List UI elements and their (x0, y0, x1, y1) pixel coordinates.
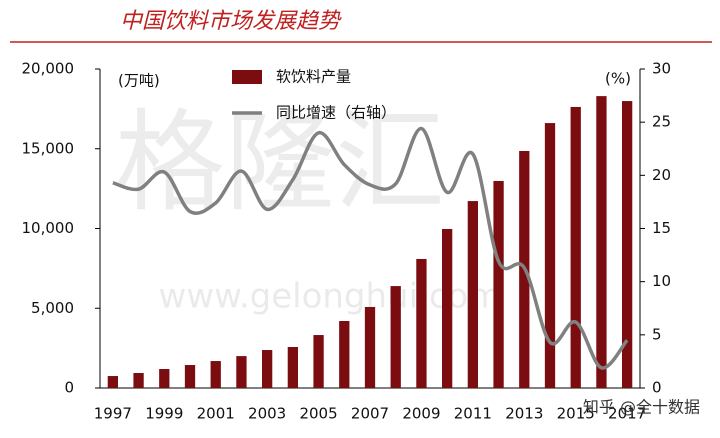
bar (133, 373, 144, 388)
y2-tick-label: 20 (652, 166, 671, 184)
y2-tick-label: 10 (652, 272, 671, 290)
line (112, 126, 629, 370)
y2-tick-label: 0 (652, 379, 662, 397)
bar (210, 361, 221, 388)
bar (262, 350, 273, 388)
bar (159, 369, 170, 388)
x-tick-label: 2015 (557, 405, 595, 423)
y2-tick-label: 15 (652, 219, 671, 237)
y2-tick-label: 25 (652, 113, 671, 131)
bar (364, 306, 376, 388)
bar (339, 321, 350, 388)
chart-title: 中国饮料市场发展趋势 (120, 9, 342, 34)
y2-tick-label: 5 (652, 325, 662, 343)
legend-label: 软饮料产量 (276, 68, 351, 86)
x-tick-label: 2001 (197, 405, 235, 423)
bar (467, 201, 478, 388)
plot: 0 5,000 10,000 15,000 20,000 0 5 10 15 20 25 30 1997… (22, 60, 672, 423)
bar (236, 356, 247, 388)
x-tick-label: 2017 (608, 405, 646, 423)
x-tick-label: 2007 (351, 405, 389, 423)
y-tick-label: 20,000 (22, 60, 75, 78)
bar (596, 96, 607, 389)
x-tick-label: 2013 (505, 405, 543, 423)
bar (184, 365, 196, 388)
y2-axis-label: (%) (605, 70, 631, 88)
bar (416, 258, 427, 388)
bar (442, 228, 453, 388)
y-tick-label: 0 (64, 379, 74, 397)
bar (544, 123, 556, 389)
x-tick-label: 2009 (402, 405, 440, 423)
legend-swatch (232, 70, 262, 84)
y2-tick-label: 30 (652, 60, 671, 78)
x-tick-label: 2005 (299, 405, 337, 423)
legend-label: 同比增速（右轴） (276, 104, 396, 122)
x-tick-label: 1997 (94, 405, 132, 423)
watermark: 格隆汇 (115, 98, 445, 226)
bar (622, 101, 633, 388)
x-tick-label: 1999 (145, 405, 183, 423)
y-tick-label: 15,000 (22, 139, 75, 157)
bar (570, 106, 581, 388)
bar (287, 347, 298, 388)
bar (390, 286, 401, 388)
x-tick-label: 2011 (454, 405, 492, 423)
watermark: 知乎 @全十数据 (583, 398, 700, 417)
bar (313, 335, 324, 388)
y-tick-label: 5,000 (31, 299, 74, 317)
y-tick-label: 10,000 (22, 219, 75, 237)
bar (107, 376, 118, 388)
bar (493, 180, 504, 388)
y-axis-label: (万吨) (118, 72, 160, 90)
x-tick-label: 2003 (248, 405, 286, 423)
